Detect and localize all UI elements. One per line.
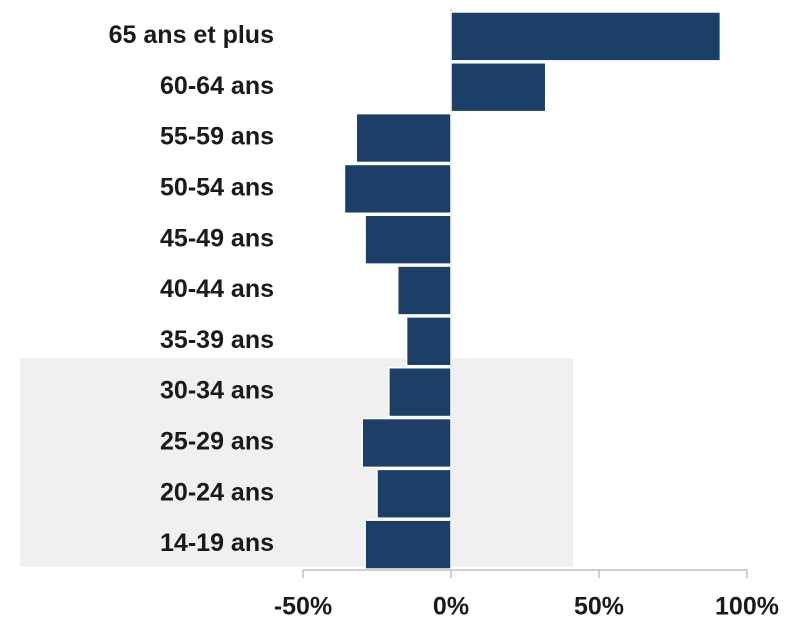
y-tick-label: 40-44 ans — [160, 275, 274, 303]
y-tick-label: 60-64 ans — [160, 72, 274, 100]
bar — [376, 468, 452, 519]
x-tick-label: 0% — [433, 593, 469, 620]
bar — [405, 316, 452, 367]
y-tick-label: 25-29 ans — [160, 428, 274, 456]
y-tick-label: 45-49 ans — [160, 224, 274, 252]
y-tick-label: 50-54 ans — [160, 173, 274, 201]
bar — [450, 62, 547, 113]
bar — [450, 11, 722, 62]
y-tick-label: 20-24 ans — [160, 478, 274, 506]
bar — [396, 265, 452, 316]
y-tick-label: 65 ans et plus — [109, 21, 274, 49]
bar — [388, 366, 452, 418]
x-tick-label: 50% — [574, 593, 624, 620]
bar — [364, 519, 452, 570]
bar — [355, 112, 452, 164]
y-tick-label: 35-39 ans — [160, 326, 274, 354]
bar — [364, 214, 452, 265]
x-tick-label: 100% — [715, 593, 779, 620]
x-tick-label: -50% — [274, 593, 332, 620]
y-tick-label: 30-34 ans — [160, 377, 274, 405]
bar — [361, 417, 452, 469]
bar — [343, 163, 452, 215]
highlight-band — [20, 358, 573, 567]
y-tick-label: 55-59 ans — [160, 123, 274, 151]
y-tick-label: 14-19 ans — [160, 529, 274, 557]
